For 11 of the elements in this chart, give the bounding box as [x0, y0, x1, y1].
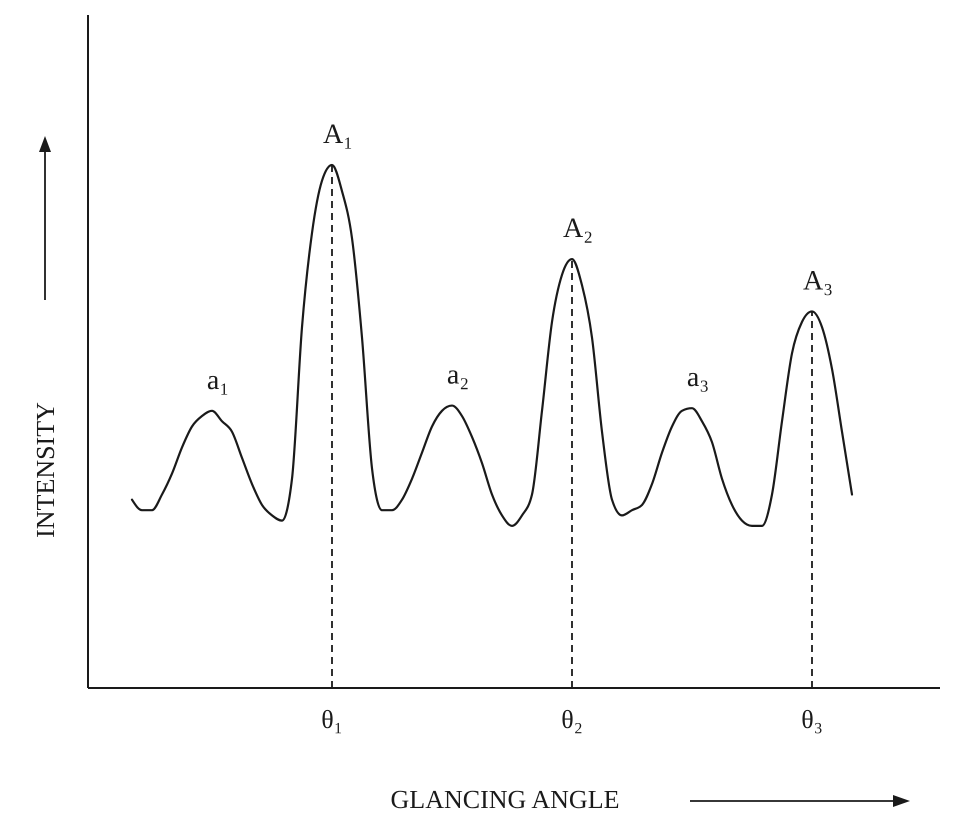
annotation: A₂: [563, 213, 593, 244]
annotation: A₁: [323, 119, 353, 150]
y-axis-title: INTENSITY: [31, 402, 60, 538]
x-tick-label: θ₃: [801, 705, 823, 734]
annotation: A₃: [803, 265, 833, 296]
x-tick-label: θ₁: [321, 705, 343, 734]
annotation: a₂: [446, 360, 470, 391]
x-tick-label: θ₂: [561, 705, 583, 734]
annotation: a₃: [686, 362, 710, 394]
x-axis-title: GLANCING ANGLE: [390, 785, 620, 814]
annotation: a₁: [206, 364, 230, 396]
